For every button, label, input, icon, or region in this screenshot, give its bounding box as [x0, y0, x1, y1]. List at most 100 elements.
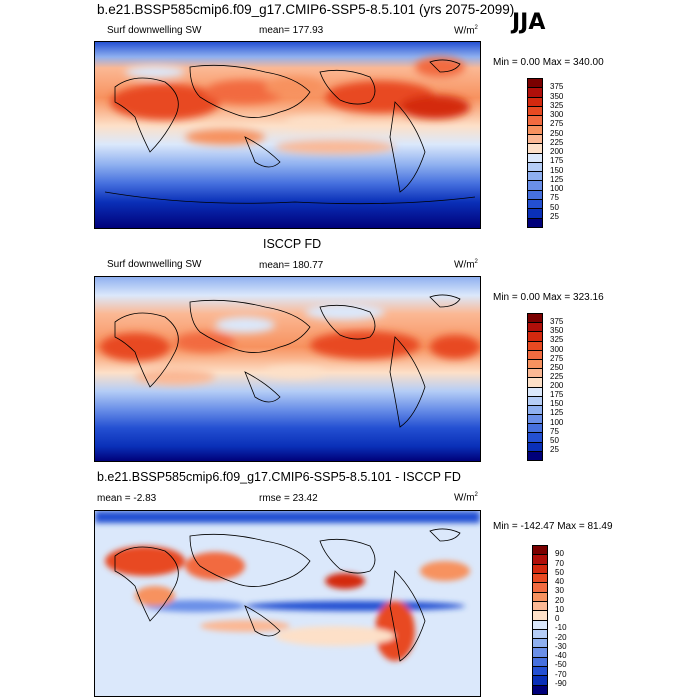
colorbar-tick-label: -70	[555, 669, 567, 679]
colorbar-tick-label: 75	[550, 426, 559, 436]
colorbar-tick-label: 25	[550, 211, 559, 221]
panel2-minmax: Min = 0.00 Max = 323.16	[493, 292, 604, 303]
panel3-minmax: Min = -142.47 Max = 81.49	[493, 521, 613, 532]
panel1-units: W/m2	[454, 25, 478, 37]
colorbar-swatch	[528, 405, 542, 416]
colorbar-swatch	[528, 125, 542, 135]
colorbar-tick-label: -10	[555, 623, 567, 633]
colorbar-tick-label: 250	[550, 362, 564, 372]
colorbar-swatch	[528, 172, 542, 182]
colorbar-tick-label: 350	[550, 326, 564, 336]
coastlines	[104, 59, 476, 205]
colorbar-swatch	[528, 369, 542, 379]
colorbar-swatch	[528, 350, 542, 360]
panel2-colorbar	[527, 313, 543, 461]
colorbar-tick-label: 200	[550, 147, 564, 156]
colorbar-swatch	[528, 181, 542, 191]
panel1-title: b.e21.BSSP585cmip6.f09_g17.CMIP6-SSP5-8.…	[97, 2, 515, 17]
colorbar-tick-label: 125	[550, 174, 564, 184]
colorbar-tick-label: -50	[555, 660, 567, 670]
colorbar-tick-label: 175	[550, 390, 564, 400]
panel3-mean: mean = -2.83	[97, 493, 157, 504]
coastlines	[114, 528, 461, 662]
panel2-units: W/m2	[454, 259, 478, 271]
colorbar-tick-label: -40	[555, 651, 567, 660]
coastlines	[114, 294, 461, 428]
colorbar-tick-label: 275	[550, 353, 564, 363]
colorbar-swatch	[528, 200, 542, 210]
panel1-colorbar	[527, 78, 543, 228]
panel3-map	[94, 510, 481, 697]
colorbar-tick-label: 250	[550, 128, 564, 138]
colorbar-tick-label: 325	[550, 100, 564, 110]
colorbar-swatch	[528, 190, 542, 201]
colorbar-tick-label: 10	[555, 604, 564, 614]
colorbar-tick-label: 50	[550, 202, 559, 212]
colorbar-swatch	[533, 629, 547, 640]
panel2-map-graphic	[95, 277, 480, 461]
colorbar-swatch	[528, 396, 542, 406]
panel3-map-graphic	[95, 511, 480, 696]
colorbar-swatch	[528, 153, 542, 163]
colorbar-tick-label: 70	[555, 558, 564, 568]
colorbar-swatch	[528, 134, 542, 145]
colorbar-swatch	[528, 88, 542, 98]
colorbar-swatch	[528, 433, 542, 443]
panel1-map	[94, 41, 481, 229]
colorbar-tick-label: 200	[550, 381, 564, 390]
colorbar-swatch	[528, 415, 542, 425]
colorbar-swatch	[528, 144, 542, 154]
colorbar-tick-label: 225	[550, 137, 564, 147]
colorbar-swatch	[533, 592, 547, 602]
colorbar-swatch	[533, 564, 547, 574]
panel3-colorbar	[532, 545, 548, 695]
colorbar-tick-label: 175	[550, 156, 564, 166]
panel2-variable: Surf downwelling SW	[107, 259, 202, 270]
colorbar-tick-label: 150	[550, 399, 564, 409]
colorbar-swatch	[528, 387, 542, 397]
colorbar-tick-label: 275	[550, 119, 564, 129]
colorbar-swatch	[528, 451, 542, 460]
panel2-title: ISCCP FD	[263, 237, 322, 251]
colorbar-swatch	[528, 359, 542, 370]
colorbar-swatch	[533, 648, 547, 658]
colorbar-swatch	[533, 620, 547, 630]
colorbar-swatch	[528, 332, 542, 342]
panel1-minmax: Min = 0.00 Max = 340.00	[493, 57, 604, 68]
panel1-mean: mean= 177.93	[259, 25, 324, 36]
colorbar-swatch	[528, 314, 542, 324]
colorbar-swatch	[533, 573, 547, 584]
colorbar-swatch	[528, 341, 542, 351]
colorbar-tick-label: 20	[555, 595, 564, 605]
colorbar-tick-label: 100	[550, 417, 564, 427]
panel2-mean: mean= 180.77	[259, 260, 324, 271]
colorbar-swatch	[528, 79, 542, 89]
colorbar-tick-label: 50	[555, 567, 564, 577]
colorbar-swatch	[533, 667, 547, 677]
colorbar-swatch	[533, 546, 547, 556]
colorbar-swatch	[533, 639, 547, 649]
colorbar-swatch	[533, 685, 547, 694]
colorbar-swatch	[528, 424, 542, 434]
panel2-map	[94, 276, 481, 462]
colorbar-tick-label: -30	[555, 641, 567, 651]
colorbar-tick-label: 90	[555, 549, 564, 559]
colorbar-tick-label: 0	[555, 614, 560, 623]
panel3-rmse: rmse = 23.42	[259, 493, 318, 504]
colorbar-tick-label: 300	[550, 110, 564, 119]
colorbar-swatch	[533, 555, 547, 565]
season-label: JJA	[512, 10, 546, 35]
colorbar-tick-label: -20	[555, 632, 567, 642]
panel3-title: b.e21.BSSP585cmip6.f09_g17.CMIP6-SSP5-8.…	[97, 470, 461, 484]
panel3-units: W/m2	[454, 492, 478, 504]
colorbar-tick-label: 300	[550, 344, 564, 354]
colorbar-tick-label: 325	[550, 335, 564, 345]
colorbar-swatch	[528, 97, 542, 107]
colorbar-swatch	[528, 218, 542, 227]
colorbar-swatch	[528, 162, 542, 173]
colorbar-swatch	[533, 611, 547, 621]
colorbar-swatch	[528, 323, 542, 333]
colorbar-tick-label: 75	[550, 193, 559, 203]
colorbar-swatch	[528, 442, 542, 452]
colorbar-swatch	[533, 676, 547, 686]
